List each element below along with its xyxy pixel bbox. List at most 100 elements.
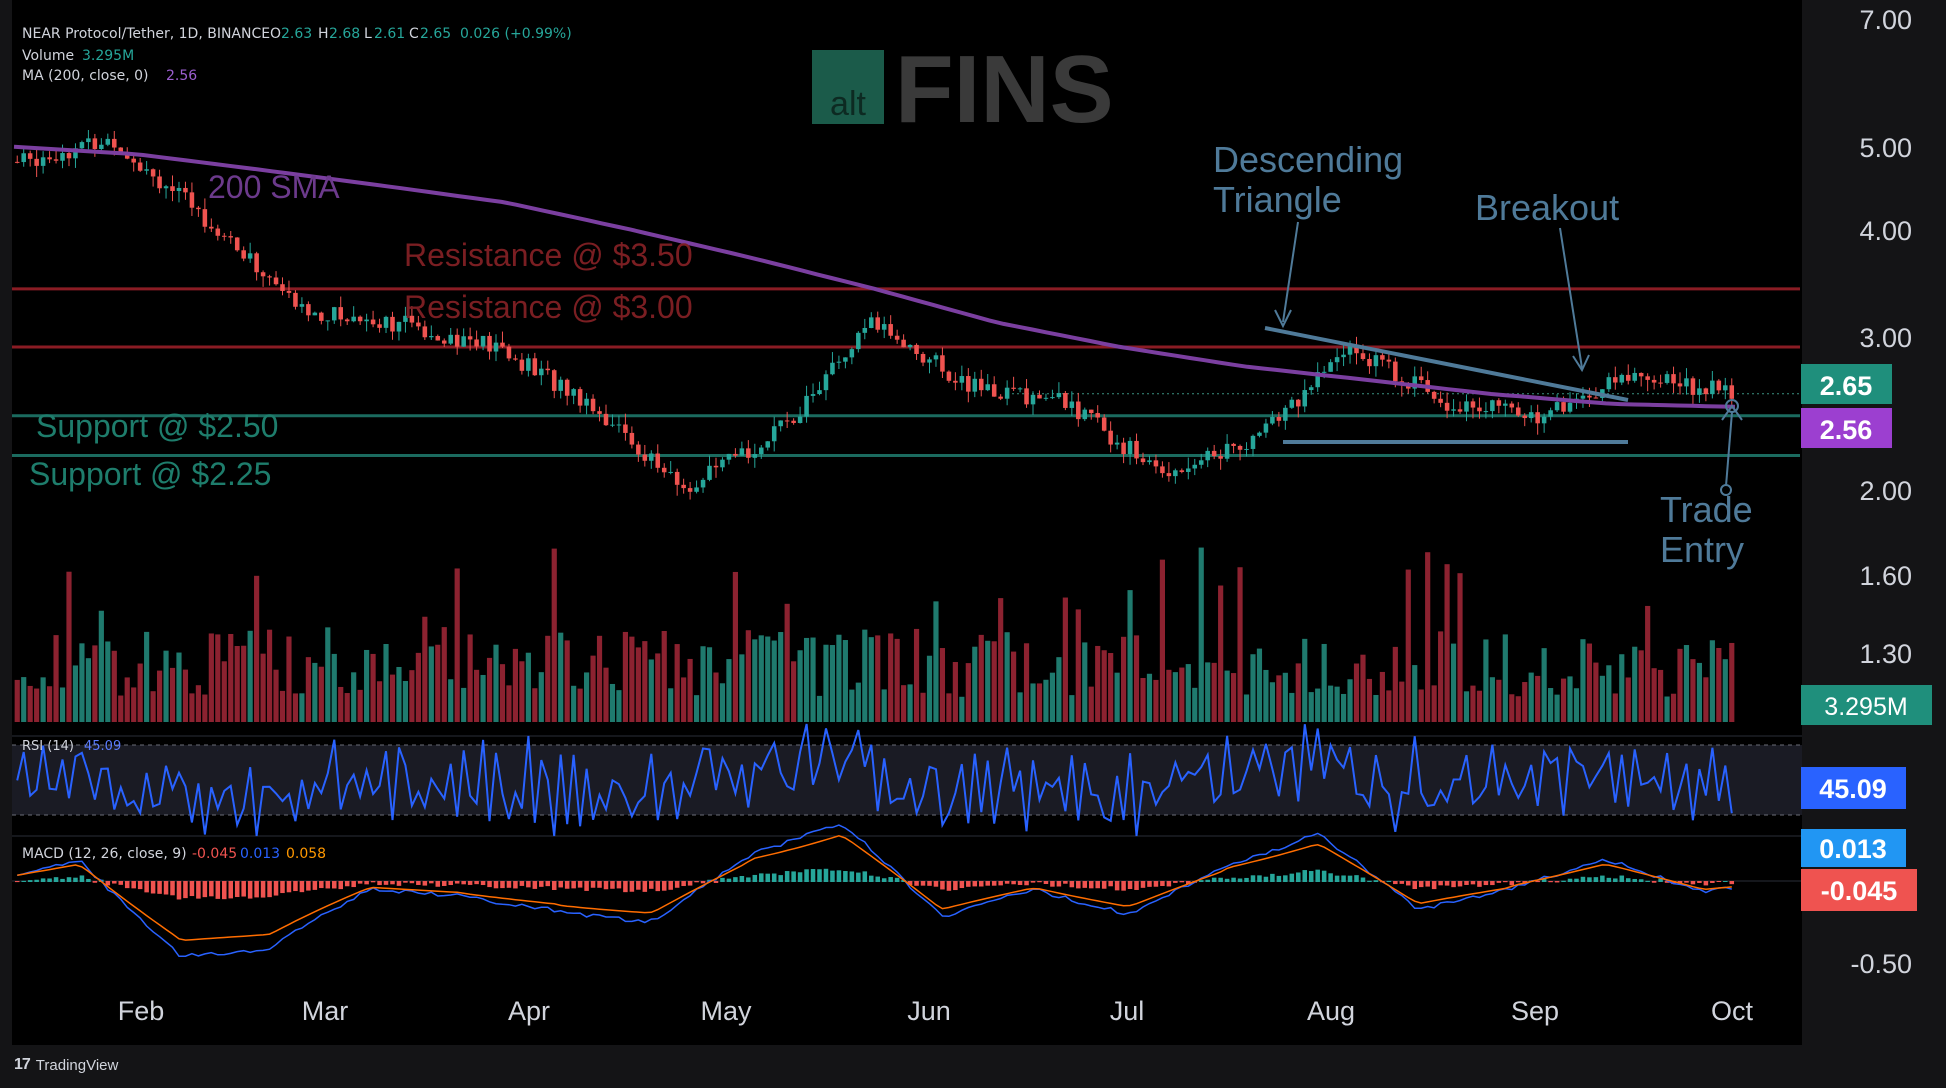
macd-histogram-bar bbox=[1541, 878, 1547, 882]
volume-bar bbox=[1638, 650, 1644, 722]
month-tick: Oct bbox=[1711, 996, 1754, 1026]
macd-histogram-bar bbox=[545, 881, 551, 887]
candle-body bbox=[1632, 372, 1637, 381]
macd-histogram-bar bbox=[480, 881, 486, 886]
tradingview-brand[interactable]: 17 TradingView bbox=[14, 1056, 118, 1074]
macd-histogram-bar bbox=[506, 881, 512, 888]
macd-histogram-bar bbox=[804, 869, 809, 882]
candle-body bbox=[869, 317, 874, 328]
volume-bar bbox=[46, 686, 53, 722]
volume-bar bbox=[1062, 597, 1068, 722]
resistance-300-label: Resistance @ $3.00 bbox=[404, 289, 693, 325]
volume-bar bbox=[816, 695, 823, 722]
volume-bar bbox=[499, 664, 506, 722]
candle-body bbox=[700, 479, 706, 488]
macd-histogram-bar bbox=[1690, 881, 1696, 885]
macd-histogram-bar bbox=[1347, 875, 1353, 882]
candle-body bbox=[273, 277, 279, 285]
candle-body bbox=[933, 355, 939, 360]
macd-histogram-bar bbox=[1658, 878, 1663, 882]
macd-histogram-bar bbox=[1703, 881, 1709, 886]
volume-bar bbox=[1360, 654, 1366, 722]
candle-body bbox=[894, 335, 900, 340]
candle-body bbox=[1541, 416, 1547, 424]
candle-body bbox=[1140, 458, 1146, 463]
macd-histogram-bar bbox=[1270, 873, 1275, 882]
volume-bar bbox=[176, 652, 182, 722]
macd-histogram-bar bbox=[27, 880, 33, 882]
volume-bar bbox=[933, 601, 939, 722]
candle-body bbox=[610, 424, 615, 426]
volume-bar bbox=[396, 666, 402, 722]
price-axis[interactable]: 7.00 5.00 4.00 3.00 2.00 1.60 1.30 -0.50 bbox=[1850, 5, 1912, 979]
volume-bar bbox=[435, 644, 441, 722]
candle-body bbox=[1380, 355, 1385, 360]
macd-histogram-bar bbox=[636, 881, 641, 890]
candle-body bbox=[1296, 399, 1301, 407]
volume-bar bbox=[1489, 677, 1495, 722]
time-axis[interactable]: Feb Mar Apr May Jun Jul Aug Sep Oct bbox=[118, 996, 1754, 1026]
candle-body bbox=[1490, 400, 1495, 412]
macd-histogram-bar bbox=[759, 873, 764, 882]
macd-histogram-bar bbox=[1263, 876, 1269, 882]
volume-bar bbox=[791, 661, 797, 722]
close-value: 2.65 bbox=[420, 26, 451, 42]
macd-histogram-bar bbox=[1593, 877, 1599, 882]
macd-histogram-bar bbox=[888, 877, 893, 882]
macd-histogram-bar bbox=[914, 881, 919, 886]
macd-histogram-bar bbox=[441, 881, 447, 886]
volume-bar bbox=[1463, 691, 1470, 722]
volume-bar bbox=[98, 610, 104, 722]
candle-body bbox=[875, 317, 880, 330]
volume-bar bbox=[299, 693, 305, 722]
macd-histogram-bar bbox=[124, 881, 130, 889]
candle-body bbox=[1076, 401, 1081, 420]
macd-histogram-bar bbox=[1671, 881, 1676, 885]
macd-histogram-bar bbox=[377, 881, 382, 886]
macd-histogram-bar bbox=[1554, 881, 1560, 883]
ma-badge-bg bbox=[1801, 408, 1892, 448]
candle-body bbox=[254, 253, 259, 273]
macd-histogram-bar bbox=[1360, 877, 1366, 882]
volume-bar bbox=[118, 695, 124, 722]
volume-bar bbox=[1075, 609, 1081, 722]
macd-histogram-bar bbox=[137, 881, 143, 890]
volume-bar bbox=[551, 548, 557, 722]
candle-body bbox=[1587, 395, 1592, 398]
macd-histogram-bar bbox=[830, 870, 835, 882]
candle-body bbox=[1134, 440, 1139, 459]
candle-body bbox=[649, 453, 654, 461]
macd-histogram-bar bbox=[280, 881, 285, 894]
candle-body bbox=[953, 380, 958, 383]
candle-body bbox=[901, 339, 906, 348]
candle-body bbox=[1276, 416, 1282, 421]
candle-body bbox=[907, 344, 913, 348]
breakout-label: Breakout bbox=[1475, 187, 1619, 228]
volume-bar bbox=[771, 640, 777, 722]
volume-bar bbox=[318, 666, 324, 722]
volume-bar bbox=[1612, 693, 1618, 722]
candle-body bbox=[713, 465, 719, 468]
macd-histogram-bar bbox=[299, 881, 305, 893]
volume-bar bbox=[1043, 679, 1049, 722]
candle-body bbox=[344, 319, 350, 322]
volume-bar bbox=[1483, 639, 1489, 722]
macd-histogram-bar bbox=[1030, 881, 1036, 883]
macd-histogram-bar bbox=[746, 877, 751, 882]
candle-body bbox=[765, 441, 771, 448]
volume-bar bbox=[169, 667, 176, 722]
candle-body bbox=[1515, 407, 1521, 416]
candle-body bbox=[351, 316, 356, 322]
candle-body bbox=[409, 315, 415, 323]
volume-bar bbox=[279, 690, 286, 722]
candle-body bbox=[170, 186, 175, 192]
candle-body bbox=[914, 344, 919, 354]
candle-body bbox=[603, 413, 609, 426]
macd-histogram-bar bbox=[1101, 881, 1107, 889]
macd-histogram-bar bbox=[1625, 878, 1631, 882]
volume-bar bbox=[1580, 639, 1586, 722]
candle-body bbox=[1625, 374, 1631, 381]
volume-bar bbox=[1095, 645, 1101, 722]
macd-histogram-bar bbox=[409, 881, 415, 884]
